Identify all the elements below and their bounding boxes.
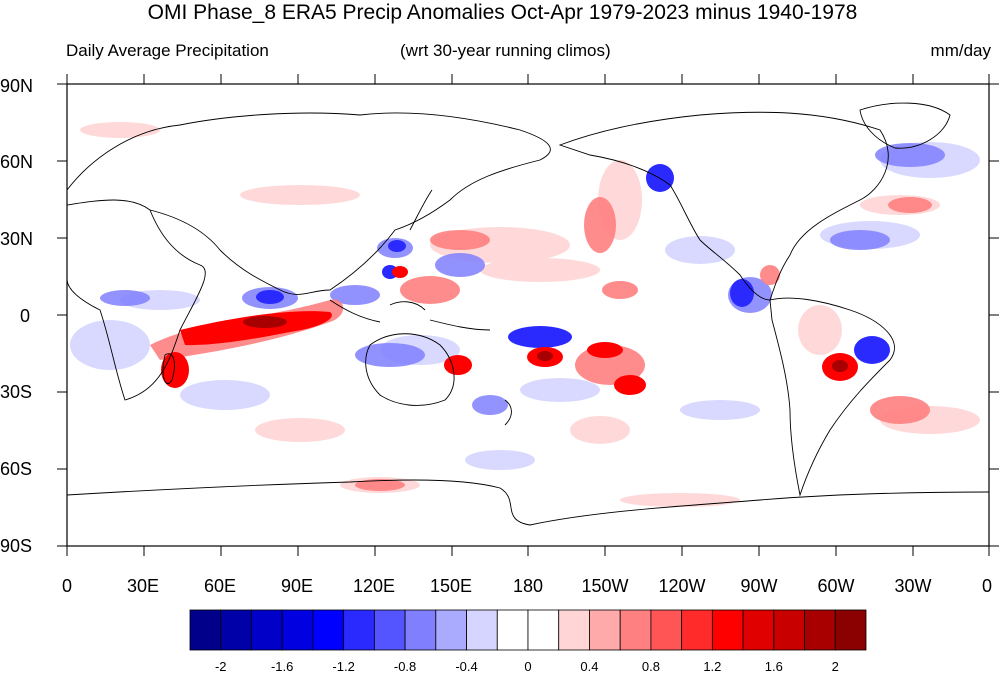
colorbar-tick-label: -1.2 [332,659,355,674]
lat-label-60n: 60N [0,152,34,172]
colorbar-box [711,609,744,651]
anomaly-shading [70,122,980,507]
lon-label-360: 0 [981,576,993,596]
colorbar-box [466,609,498,651]
colorbar-box [742,609,775,651]
colorbar-box [220,609,252,651]
colorbar-box [281,609,314,651]
subtitle-variable: Daily Average Precipitation [66,41,269,60]
lat-label-30s: 30S [0,382,33,402]
colorbar-tick-label: 0.8 [641,659,660,674]
lon-label-180: 180 [512,576,544,596]
colorbar-tick-label: 1.6 [764,659,783,674]
map-title: OMI Phase_8 ERA5 Precip Anomalies Oct-Ap… [147,1,858,24]
colorbar-box [496,609,529,651]
colorbar-box [834,609,867,651]
colorbar-box [650,609,683,651]
lon-label-60e: 60E [203,576,237,596]
colorbar-box [251,609,283,651]
colorbar-box [589,609,621,651]
colorbar-tick-label: 0 [524,659,532,674]
colorbar-tick-label: 1.2 [703,659,722,674]
coastlines [67,102,989,526]
lat-label-90s: 90S [0,536,33,556]
colorbar-box [404,609,437,651]
lon-label-90e: 90E [280,576,314,596]
lon-label-30e: 30E [126,576,160,596]
colorbar-box [558,609,590,651]
colorbar-box [681,609,713,651]
lon-label-0: 0 [61,576,73,596]
colorbar-tick-label: -1.6 [270,659,294,674]
subtitle-units: mm/day [930,41,991,60]
colorbar-tick-label: -0.4 [455,659,478,674]
lon-label-150e: 150E [429,576,473,596]
lon-label-150w: 150W [581,576,629,596]
axis-ticks [57,74,999,556]
colorbar-tick-label: 2 [831,659,839,674]
plot-frame [66,83,990,547]
lat-label-90n: 90N [0,76,34,96]
colorbar-tick-label: -2 [214,659,227,674]
colorbar-box [312,609,345,651]
lon-label-60w: 60W [817,576,855,596]
lat-label-60s: 60S [0,459,33,479]
lon-label-90w: 90W [740,576,778,596]
colorbar-box [435,609,467,651]
colorbar-box [189,609,222,651]
lon-label-30w: 30W [894,576,932,596]
colorbar-box [373,609,406,651]
lon-label-120e: 120E [352,576,396,596]
colorbar-box [619,609,652,651]
lat-label-30n: 30N [0,229,34,249]
colorbar-tick-label: -0.8 [393,659,417,674]
colorbar [189,609,867,651]
colorbar-box [343,609,375,651]
colorbar-box [527,609,560,651]
lon-label-120w: 120W [658,576,706,596]
subtitle-reference: (wrt 30-year running climos) [400,41,611,60]
colorbar-box [773,609,805,651]
lat-label-eq: 0 [20,306,31,326]
colorbar-tick-label: 0.4 [580,659,599,674]
colorbar-box [804,609,836,651]
